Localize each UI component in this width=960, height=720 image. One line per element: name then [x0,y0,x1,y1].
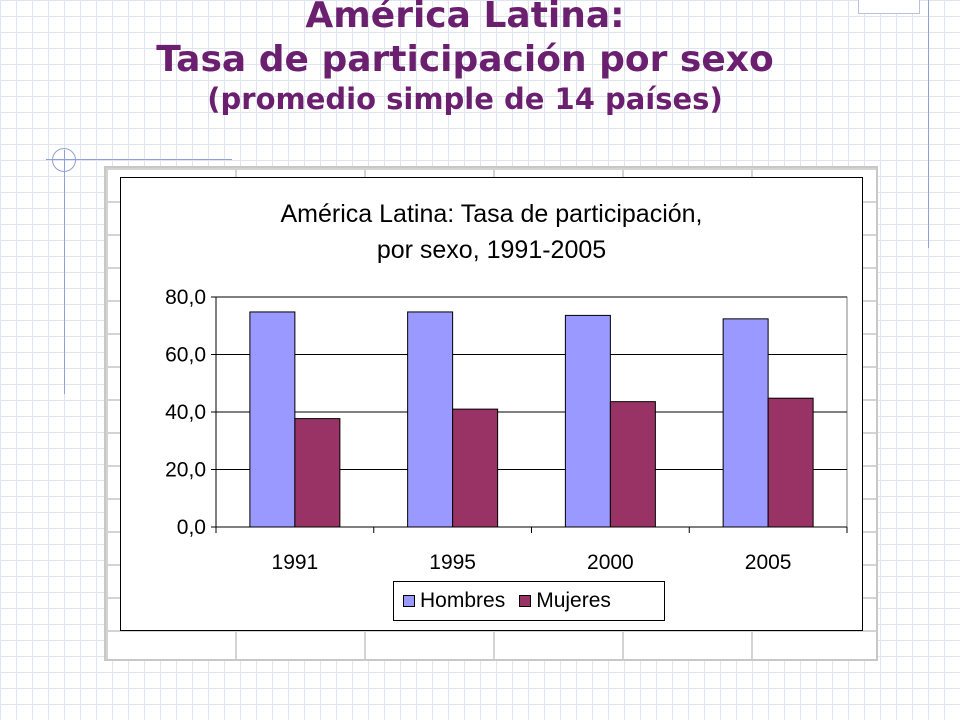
bar-mujeres-1995 [452,408,499,528]
chart-frame: América Latina: Tasa de participación, p… [120,177,863,631]
slide-title: América Latina: Tasa de participación po… [0,0,930,117]
x-tick-label: 2005 [745,551,792,574]
y-tick-label: 60,0 [165,344,206,367]
y-tick-label: 40,0 [165,401,206,424]
bar-mujeres-2000 [609,401,656,528]
legend-item-mujeres: Mujeres [519,589,611,613]
legend-label-mujeres: Mujeres [536,589,611,612]
legend-swatch-hombres [403,595,415,607]
legend-swatch-mujeres [519,595,532,607]
bar-hombres-1991 [249,311,296,528]
decor-vertical-line-right [928,0,929,248]
y-tick-label: 80,0 [165,286,206,309]
chart-title: América Latina: Tasa de participación, p… [121,196,862,268]
y-tick-label: 0,0 [177,516,206,539]
slide-title-line2: Tasa de participación por sexo [156,38,774,80]
bar-hombres-2005 [722,318,769,528]
x-tick-label: 1995 [429,551,476,574]
legend-item-hombres: Hombres [403,589,505,613]
chart-title-line2: por sexo, 1991-2005 [376,236,607,264]
legend-label-hombres: Hombres [420,589,506,612]
bar-chart-plot: 0,0 20,0 40,0 60,0 80,0 1991 1995 2000 2005 [165,286,848,574]
chart-title-line1: América Latina: Tasa de participación, [280,200,703,228]
bar-mujeres-1991 [294,418,341,528]
decor-vertical-line-left [64,150,65,394]
decor-corner-block [858,0,920,14]
chart-legend: Hombres Mujeres [393,581,665,621]
bar-hombres-1995 [407,311,454,528]
y-tick-label: 20,0 [165,459,206,482]
decor-horizontal-line [46,159,232,160]
slide-title-line1: América Latina: [305,0,625,36]
x-tick-label: 1991 [272,551,319,574]
x-tick-label: 2000 [587,551,634,574]
bar-mujeres-2005 [767,397,814,528]
bar-hombres-2000 [564,314,611,528]
decor-circle [52,148,76,172]
slide-title-line3: (promedio simple de 14 países) [207,81,723,116]
